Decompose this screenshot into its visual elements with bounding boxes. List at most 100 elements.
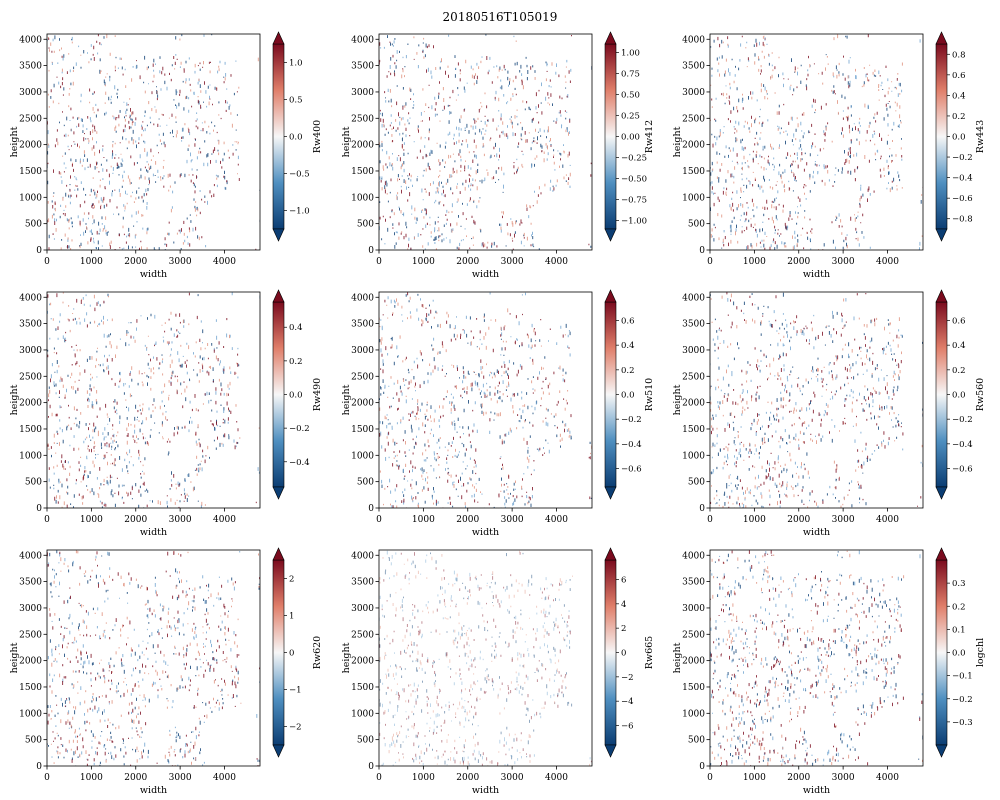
- heatmap-speckle-high: [379, 552, 592, 766]
- axes-frame: [378, 549, 593, 767]
- x-tick-label: 4000: [545, 257, 568, 267]
- x-axis-label: width: [140, 269, 167, 280]
- heatmap-field: [710, 550, 923, 766]
- axes-frame: [709, 33, 924, 251]
- heatmap-field: [710, 292, 923, 508]
- colorbar-tick-label: 2: [621, 624, 626, 634]
- y-axis-label: height: [341, 384, 352, 415]
- y-tick-label: 3500: [19, 320, 42, 330]
- x-tick-label: 0: [44, 257, 50, 267]
- colorbar-tick-label: −0.2: [952, 695, 973, 705]
- colorbar-tick-label: −2: [289, 723, 302, 733]
- y-tick-label: 1500: [19, 683, 42, 693]
- colorbar-tick-label: 0.0: [289, 133, 303, 143]
- colorbar-tick-label: −0.4: [621, 440, 642, 450]
- colorbar-extend-high: [272, 547, 285, 561]
- colorbar-tick-label: −1.0: [289, 207, 310, 217]
- x-tick-label: 4000: [876, 257, 899, 267]
- x-tick-label: 3000: [169, 515, 192, 525]
- heatmap-svg: 0 1000 2000 3000 4000 0 500 1000 1500 2000 2500 300…: [672, 547, 986, 796]
- colorbar-tick-label: 1.0: [289, 59, 303, 69]
- y-tick-label: 3000: [19, 604, 42, 614]
- panel-rw665: 0 1000 2000 3000 4000 0 500 1000 1500 2000 2500 300…: [332, 540, 662, 800]
- colorbar-extend-low: [272, 228, 285, 242]
- panel-rw443: 0 1000 2000 3000 4000 0 500 1000 1500 2000 2500 300…: [663, 24, 993, 284]
- x-tick-label: 2000: [787, 515, 810, 525]
- colorbar-tick-label: 0.6: [621, 317, 635, 327]
- x-tick-label: 3000: [832, 515, 855, 525]
- y-tick-label: 2500: [682, 114, 705, 124]
- y-tick-label: 0: [699, 504, 705, 514]
- heatmap-speckle-low: [710, 35, 922, 250]
- y-tick-label: 3500: [351, 578, 374, 588]
- heatmap-field: [379, 550, 592, 766]
- heatmap-speckle-high: [379, 292, 591, 508]
- heatmap-speckle-lowmid: [47, 292, 260, 508]
- y-tick-label: 3500: [682, 320, 705, 330]
- y-tick-label: 1000: [682, 709, 705, 719]
- y-tick-label: 1000: [682, 451, 705, 461]
- heatmap-field: [47, 292, 260, 508]
- x-tick-label: 4000: [213, 515, 236, 525]
- y-tick-label: 0: [699, 246, 705, 256]
- heatmap-speckle-highmid: [379, 550, 591, 766]
- colorbar: [604, 559, 617, 746]
- heatmap-field: [379, 34, 592, 250]
- colorbar-tick-label: −0.4: [289, 458, 310, 468]
- x-tick-label: 2000: [787, 257, 810, 267]
- y-tick-label: 500: [357, 736, 374, 746]
- colorbar: [935, 43, 948, 230]
- y-tick-label: 3500: [351, 320, 374, 330]
- y-tick-label: 2000: [351, 399, 374, 409]
- y-tick-label: 0: [368, 504, 374, 514]
- x-tick-label: 3000: [501, 515, 524, 525]
- y-tick-label: 500: [357, 220, 374, 230]
- heatmap-speckle-lowmid: [379, 550, 591, 766]
- colorbar-tick-label: −0.75: [621, 196, 647, 206]
- colorbar-tick-label: −6: [621, 722, 634, 732]
- colorbar-extend-high: [935, 547, 948, 561]
- heatmap-speckle-low: [47, 34, 260, 250]
- panel-rw510: 0 1000 2000 3000 4000 0 500 1000 1500 2000 2500 300…: [332, 282, 662, 542]
- panel-logchl: 0 1000 2000 3000 4000 0 500 1000 1500 2000 2500 300…: [663, 540, 993, 800]
- y-tick-label: 1000: [351, 451, 374, 461]
- colorbar-extend-high: [935, 289, 948, 303]
- y-tick-label: 2000: [682, 399, 705, 409]
- heatmap-speckle-low: [710, 551, 923, 766]
- heatmap-svg: 0 1000 2000 3000 4000 0 500 1000 1500 2000 2500 300…: [9, 289, 323, 538]
- heatmap-speckle-highmid: [49, 550, 260, 766]
- heatmap-speckle-high: [711, 34, 923, 250]
- heatmap-speckle-high: [47, 34, 257, 250]
- colorbar-tick-label: −0.6: [621, 465, 642, 475]
- x-tick-label: 3000: [832, 773, 855, 783]
- x-tick-label: 3000: [501, 773, 524, 783]
- y-tick-label: 4000: [682, 35, 705, 45]
- x-tick-label: 3000: [501, 257, 524, 267]
- x-axis-label: width: [472, 785, 499, 796]
- y-tick-label: 4000: [351, 35, 374, 45]
- y-tick-label: 3000: [351, 604, 374, 614]
- colorbar-extend-high: [272, 31, 285, 45]
- heatmap-speckle-highmid: [47, 292, 260, 508]
- colorbar-tick-label: 0.0: [952, 649, 966, 659]
- heatmap-speckle-low: [47, 293, 240, 508]
- colorbar-tick-label: −4: [621, 697, 634, 707]
- x-tick-label: 0: [707, 773, 713, 783]
- colorbar-tick-label: −0.2: [952, 415, 973, 425]
- colorbar-tick-label: 4: [621, 600, 626, 610]
- heatmap-svg: 0 1000 2000 3000 4000 0 500 1000 1500 2000 2500 300…: [9, 31, 323, 280]
- heatmap-speckle-low: [379, 552, 573, 766]
- colorbar-tick-label: 1: [289, 612, 294, 622]
- heatmap-speckle-low: [379, 293, 592, 508]
- x-tick-label: 4000: [876, 515, 899, 525]
- y-tick-label: 3000: [19, 346, 42, 356]
- colorbar-extend-low: [272, 486, 285, 500]
- axes-frame: [378, 33, 593, 251]
- colorbar-label: Rw400: [312, 120, 323, 153]
- colorbar-tick-label: −0.1: [952, 672, 973, 682]
- y-tick-label: 1000: [19, 709, 42, 719]
- axes-frame: [378, 291, 593, 509]
- colorbar-tick-label: −0.3: [952, 718, 973, 728]
- y-tick-label: 0: [368, 762, 374, 772]
- colorbar: [604, 301, 617, 488]
